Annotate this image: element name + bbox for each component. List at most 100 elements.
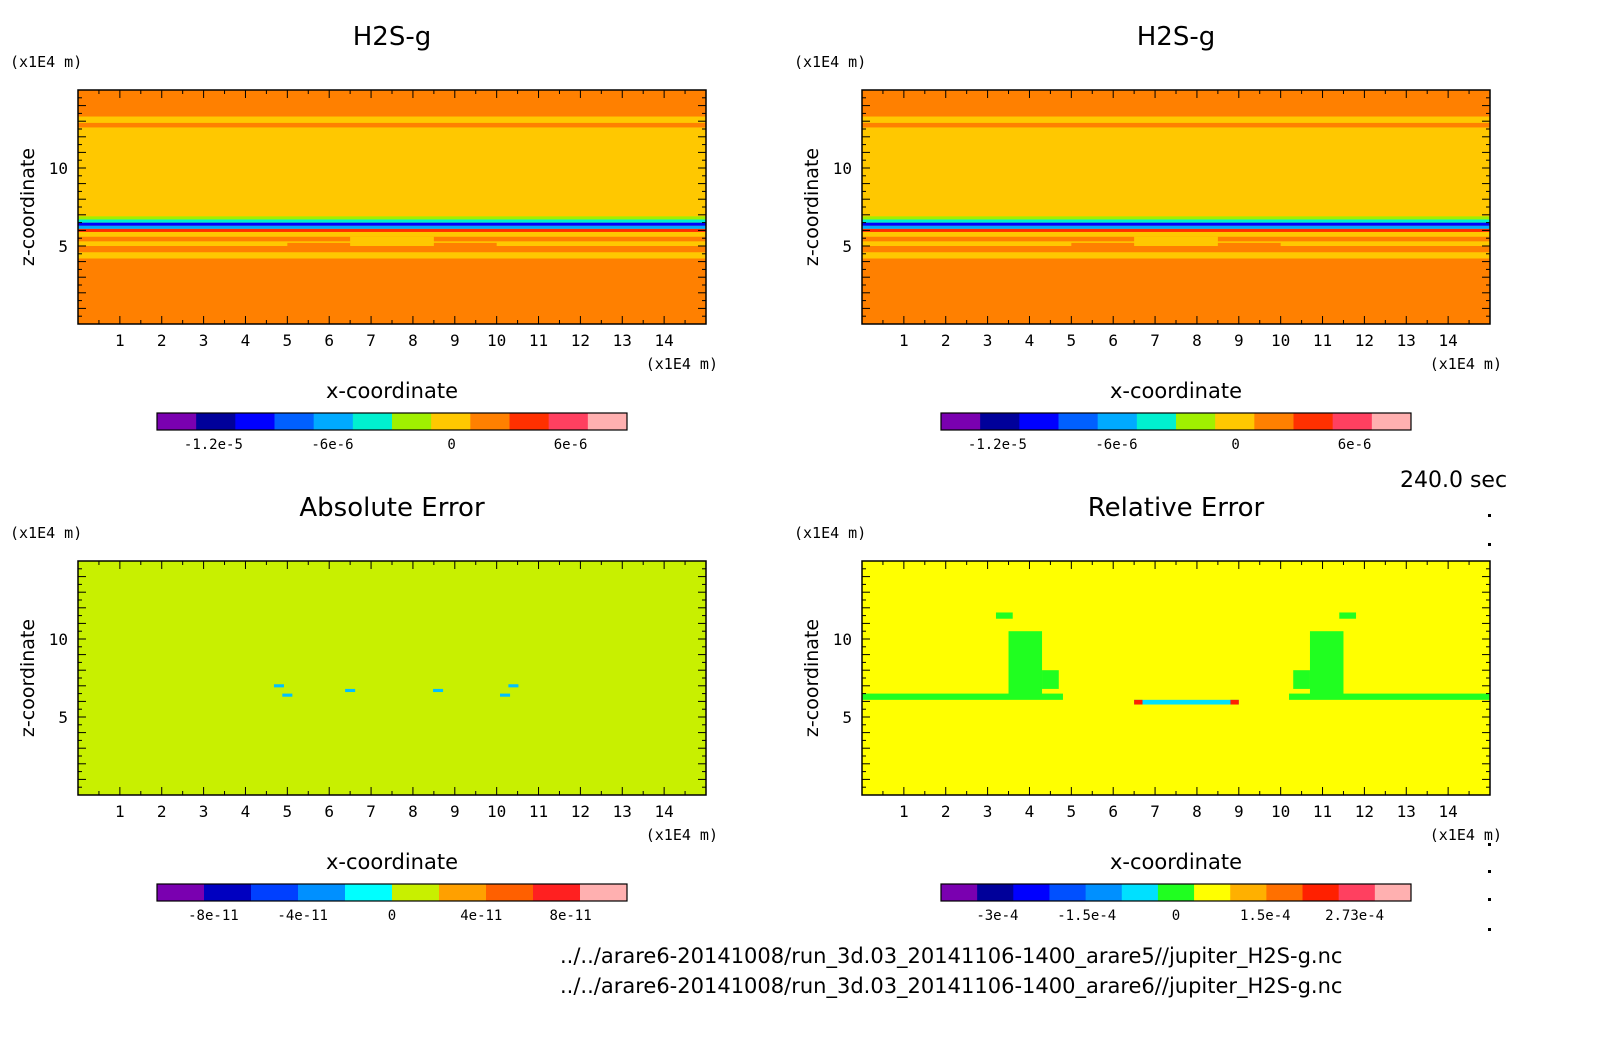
x-tick-label: 7 <box>366 802 376 821</box>
field-band <box>78 228 706 232</box>
y-unit-label: (x1E4 m) <box>10 524 82 542</box>
x-tick-label: 1 <box>899 331 909 350</box>
file-path-1: ../../arare6-20141008/run_3d.03_20141106… <box>560 944 1343 968</box>
x-tick-label: 7 <box>1150 802 1160 821</box>
colorbar-swatch <box>274 413 315 430</box>
field-band <box>78 90 706 117</box>
colorbar-swatch <box>1293 413 1334 430</box>
field-patch <box>500 693 511 697</box>
x-tick-label: 9 <box>1234 802 1244 821</box>
colorbar-swatch <box>196 413 236 430</box>
x-tick-label: 2 <box>157 331 167 350</box>
field-band <box>862 90 1490 117</box>
x-tick-label: 3 <box>983 802 993 821</box>
x-tick-label: 3 <box>199 331 209 350</box>
colorbar-swatch <box>580 884 628 901</box>
chart-title: Relative Error <box>1088 493 1265 523</box>
field-band <box>862 216 1490 220</box>
x-tick-label: 4 <box>1025 331 1035 350</box>
x-tick-label: 3 <box>199 802 209 821</box>
field-patch <box>433 688 444 693</box>
colorbar-swatch <box>1215 413 1255 430</box>
field-patch <box>1071 242 1281 251</box>
field-band <box>78 561 706 795</box>
x-tick-label: 12 <box>571 331 590 350</box>
x-tick-label: 1 <box>899 802 909 821</box>
colorbar-tick-label: 2.73e-4 <box>1325 908 1384 924</box>
decor-dot <box>1488 843 1491 846</box>
x-tick-label: 14 <box>655 802 674 821</box>
field-patch <box>282 693 293 697</box>
x-unit-label: (x1E4 m) <box>1430 826 1502 844</box>
x-tick-label: 4 <box>241 802 251 821</box>
time-label: 240.0 sec <box>1400 468 1508 493</box>
x-axis-label: x-coordinate <box>326 379 458 403</box>
field-band <box>862 252 1490 259</box>
x-unit-label: (x1E4 m) <box>1430 355 1502 373</box>
colorbar-swatch <box>941 413 981 430</box>
x-axis-label: x-coordinate <box>1110 850 1242 874</box>
field-band <box>862 228 1490 232</box>
colorbar-swatch <box>251 884 299 901</box>
colorbar-swatch <box>313 413 354 430</box>
x-tick-label: 6 <box>1108 331 1118 350</box>
x-tick-label: 5 <box>1067 331 1077 350</box>
chart-title: Absolute Error <box>299 493 485 523</box>
field-patch <box>862 693 1063 700</box>
y-axis-label: z-coordinate <box>801 619 823 737</box>
x-tick-label: 12 <box>1355 802 1374 821</box>
colorbar-swatch <box>235 413 275 430</box>
colorbar-frame <box>940 883 1412 902</box>
x-tick-label: 10 <box>487 802 506 821</box>
y-tick-label: 10 <box>833 159 852 178</box>
x-tick-label: 12 <box>1355 331 1374 350</box>
colorbar-swatch <box>1374 884 1412 901</box>
colorbar-frame <box>156 412 628 431</box>
field-patch <box>1339 612 1357 619</box>
y-axis-label: z-coordinate <box>17 148 39 266</box>
y-tick-label: 5 <box>58 237 68 256</box>
colorbar-swatch <box>392 413 432 430</box>
y-unit-label: (x1E4 m) <box>10 53 82 71</box>
colorbar-tick-label: -1.2e-5 <box>184 437 243 453</box>
colorbar-tick-label: 0 <box>447 437 455 453</box>
x-tick-label: 10 <box>1271 331 1290 350</box>
colorbar-tick-label: -1.5e-4 <box>1057 908 1116 924</box>
colorbar-swatch <box>345 884 393 901</box>
x-tick-label: 6 <box>324 331 334 350</box>
colorbar-swatch <box>352 413 393 430</box>
field-patch <box>1230 699 1239 705</box>
field-patch <box>350 236 434 246</box>
x-tick-label: 12 <box>571 802 590 821</box>
colorbar-tick-label: -6e-6 <box>311 437 353 453</box>
field-band <box>862 231 1490 237</box>
colorbar-tick-label: 1.5e-4 <box>1240 908 1291 924</box>
x-tick-label: 7 <box>366 331 376 350</box>
colorbar-swatch <box>587 413 628 430</box>
field-band <box>862 122 1490 128</box>
colorbar-tick-label: -3e-4 <box>976 908 1018 924</box>
colorbar-swatch <box>1049 884 1087 901</box>
field-patch <box>1042 670 1059 689</box>
field-band <box>862 225 1490 229</box>
y-tick-label: 10 <box>49 630 68 649</box>
field-patch <box>273 684 284 688</box>
colorbar-swatch <box>1332 413 1373 430</box>
colorbar-swatch <box>157 413 197 430</box>
colorbar-swatch <box>1266 884 1304 901</box>
field-band <box>862 561 1490 795</box>
colorbar-tick-label: 0 <box>388 908 396 924</box>
colorbar-tick-label: -4e-11 <box>277 908 328 924</box>
y-unit-label: (x1E4 m) <box>794 524 866 542</box>
field-band <box>78 119 706 123</box>
x-tick-label: 1 <box>115 331 125 350</box>
x-tick-label: 11 <box>1313 331 1332 350</box>
x-tick-label: 3 <box>983 331 993 350</box>
x-tick-label: 2 <box>157 802 167 821</box>
colorbar-swatch <box>980 413 1020 430</box>
x-tick-label: 2 <box>941 802 951 821</box>
x-tick-label: 9 <box>450 802 460 821</box>
x-unit-label: (x1E4 m) <box>646 355 718 373</box>
x-tick-label: 5 <box>1067 802 1077 821</box>
field-patch <box>287 242 497 251</box>
